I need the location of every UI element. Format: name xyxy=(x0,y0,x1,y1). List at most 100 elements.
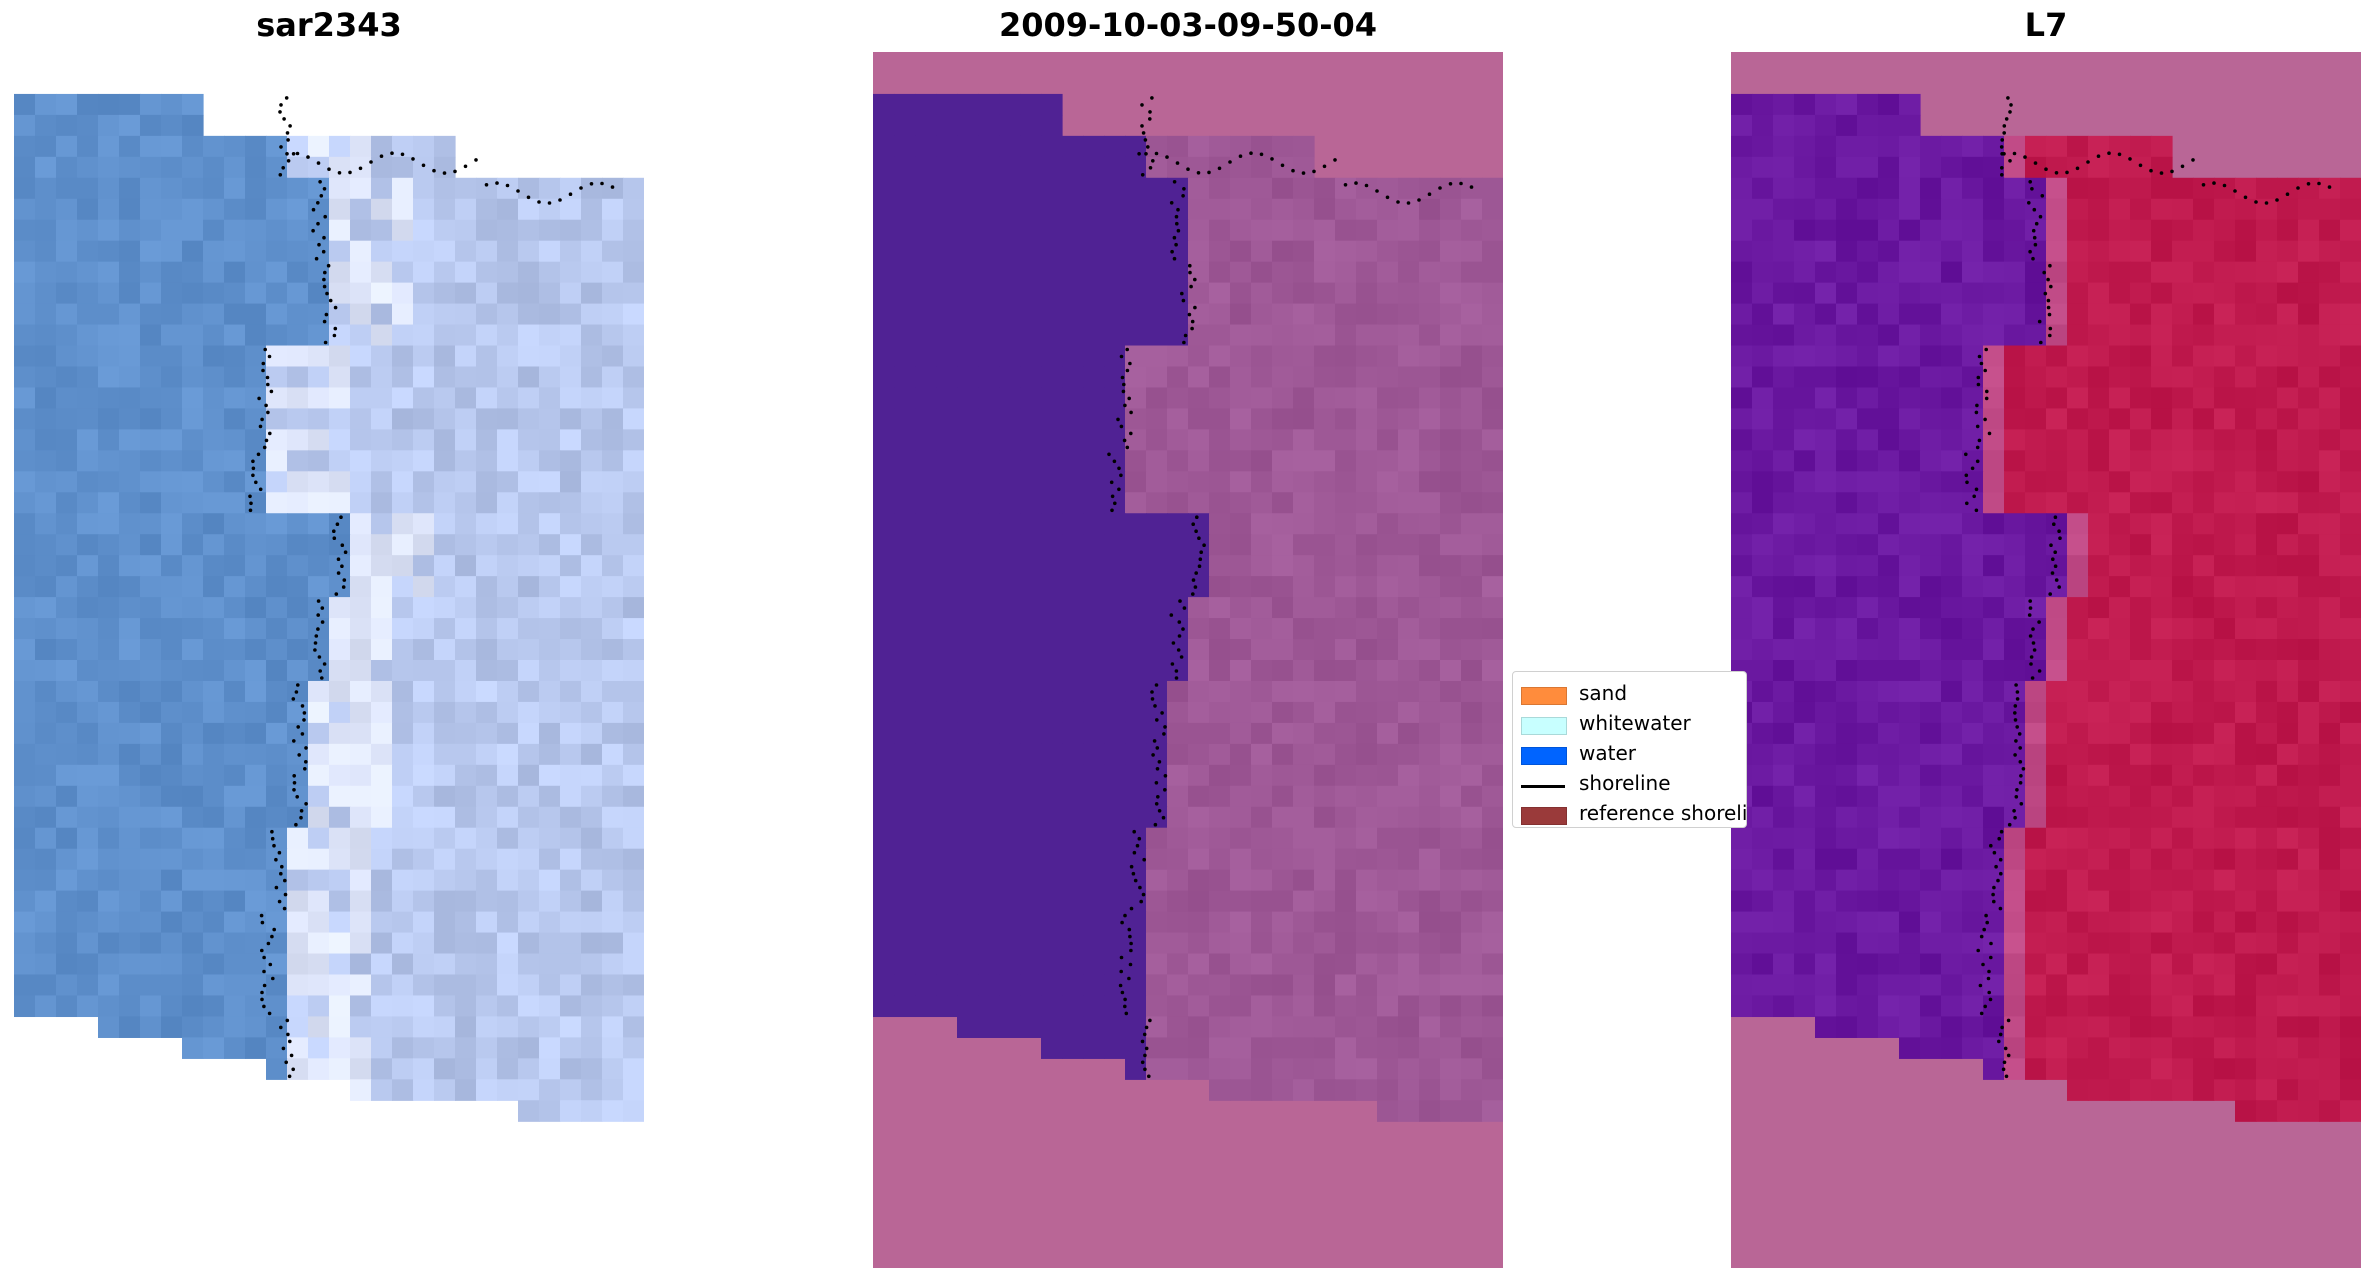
image-pixel xyxy=(602,219,624,242)
image-pixel xyxy=(2298,806,2320,829)
shoreline-point xyxy=(299,815,303,820)
image-pixel xyxy=(1125,513,1147,535)
image-pixel xyxy=(2151,1058,2173,1080)
image-pixel xyxy=(623,764,644,787)
image-pixel xyxy=(2256,261,2278,284)
image-pixel xyxy=(98,974,120,997)
shoreline-point xyxy=(1128,962,1133,967)
image-pixel xyxy=(1209,660,1231,682)
shoreline-point xyxy=(2002,124,2007,128)
image-pixel xyxy=(1314,1058,1336,1080)
image-pixel xyxy=(2004,618,2026,640)
image-pixel xyxy=(1041,890,1063,913)
image-pixel xyxy=(329,597,351,619)
image-pixel xyxy=(413,932,435,955)
image-pixel xyxy=(2172,911,2194,934)
image-pixel xyxy=(873,932,895,955)
image-pixel xyxy=(2046,261,2068,284)
image-pixel xyxy=(1398,932,1420,955)
image-pixel xyxy=(1125,324,1147,347)
image-pixel xyxy=(1083,806,1105,829)
image-pixel xyxy=(539,618,561,640)
image-pixel xyxy=(308,240,330,263)
image-pixel xyxy=(539,1058,561,1080)
image-pixel xyxy=(2193,450,2215,472)
image-pixel xyxy=(999,198,1021,221)
shoreline-point xyxy=(282,117,286,121)
image-pixel xyxy=(1920,240,1942,263)
image-pixel xyxy=(1083,890,1105,913)
image-pixel xyxy=(1020,848,1042,871)
image-pixel xyxy=(2109,429,2131,451)
image-pixel xyxy=(602,261,624,284)
shoreline-point xyxy=(1972,494,1976,499)
image-pixel xyxy=(329,408,351,430)
image-pixel xyxy=(1314,660,1336,682)
image-pixel xyxy=(1920,156,1942,179)
image-pixel xyxy=(1878,240,1900,263)
shoreline-point xyxy=(2048,333,2052,338)
image-pixel xyxy=(2025,345,2047,368)
image-pixel xyxy=(581,345,603,368)
image-pixel xyxy=(2004,576,2026,598)
image-pixel xyxy=(1083,618,1105,640)
image-pixel xyxy=(873,219,895,242)
image-pixel xyxy=(1104,848,1126,871)
image-pixel xyxy=(1041,303,1063,326)
image-pixel xyxy=(1461,660,1483,682)
image-pixel xyxy=(2277,1100,2299,1122)
image-pixel xyxy=(2340,261,2361,284)
shoreline-point xyxy=(2029,662,2033,666)
image-pixel xyxy=(2298,890,2320,913)
image-pixel xyxy=(1167,1016,1189,1038)
shoreline-point xyxy=(259,913,264,918)
image-pixel xyxy=(623,848,644,871)
image-pixel xyxy=(161,156,183,179)
image-pixel xyxy=(1104,890,1126,913)
image-pixel xyxy=(1398,660,1420,682)
image-pixel xyxy=(1899,995,1921,1018)
image-pixel xyxy=(1083,324,1105,347)
shoreline-point xyxy=(278,110,282,114)
shoreline-point xyxy=(2002,1060,2007,1065)
shoreline-point xyxy=(2023,155,2027,159)
image-pixel xyxy=(2025,513,2047,535)
shoreline-point xyxy=(1198,557,1203,561)
image-pixel xyxy=(98,911,120,934)
shoreline-point xyxy=(1127,396,1131,401)
image-pixel xyxy=(2025,827,2047,850)
image-pixel xyxy=(1146,618,1168,640)
image-pixel xyxy=(1878,827,1900,850)
shoreline-point xyxy=(1187,312,1192,317)
image-pixel xyxy=(978,156,1000,179)
image-pixel xyxy=(77,156,99,179)
image-pixel xyxy=(455,471,477,493)
image-pixel xyxy=(894,701,916,724)
image-pixel xyxy=(2172,995,2194,1018)
image-pixel xyxy=(2109,722,2131,745)
image-pixel xyxy=(476,555,498,577)
shoreline-point xyxy=(1119,969,1123,974)
image-pixel xyxy=(2277,513,2299,535)
image-pixel xyxy=(1857,366,1879,389)
image-pixel xyxy=(623,408,644,430)
image-pixel xyxy=(1983,429,2005,451)
image-pixel xyxy=(2298,576,2320,598)
image-pixel xyxy=(392,785,414,808)
legend-label: shoreline xyxy=(1579,771,1671,795)
image-pixel xyxy=(915,995,937,1018)
image-pixel xyxy=(1920,450,1942,472)
image-pixel xyxy=(1314,764,1336,787)
shoreline-point xyxy=(2034,221,2039,226)
image-pixel xyxy=(14,324,36,347)
image-pixel xyxy=(2298,869,2320,892)
image-pixel xyxy=(455,680,477,703)
image-pixel xyxy=(1125,932,1147,955)
image-pixel xyxy=(1899,135,1921,158)
shoreline-point xyxy=(299,809,304,813)
image-pixel xyxy=(98,156,120,179)
image-pixel xyxy=(1251,240,1273,263)
image-pixel xyxy=(2046,198,2068,221)
image-pixel xyxy=(98,680,120,703)
image-pixel xyxy=(1293,324,1315,347)
